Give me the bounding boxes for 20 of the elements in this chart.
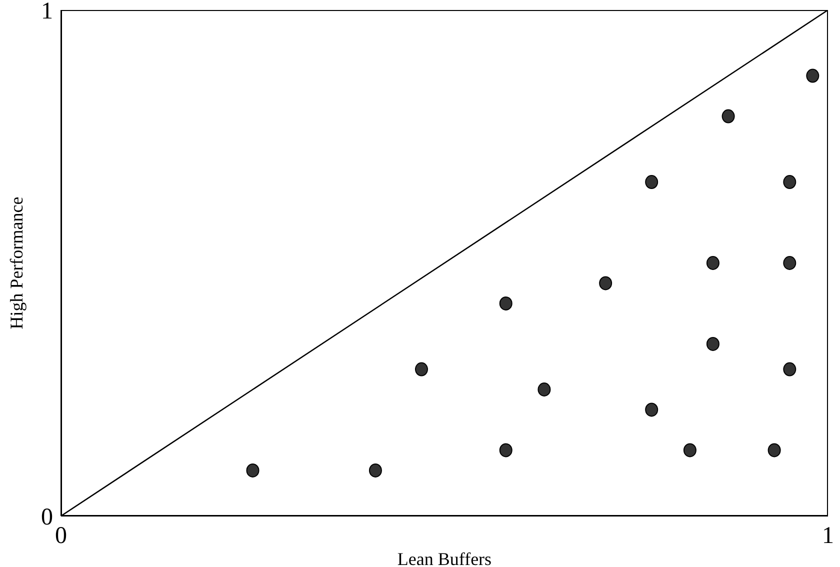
point bbox=[783, 362, 796, 376]
point bbox=[645, 402, 658, 417]
point bbox=[683, 443, 696, 458]
point bbox=[768, 443, 781, 458]
point bbox=[599, 276, 612, 290]
point bbox=[645, 175, 658, 190]
point bbox=[706, 336, 720, 351]
point bbox=[414, 362, 428, 376]
point bbox=[499, 443, 512, 458]
point bbox=[806, 68, 820, 83]
point bbox=[538, 382, 551, 396]
point bbox=[368, 463, 382, 478]
point bbox=[783, 175, 796, 190]
point bbox=[499, 296, 512, 310]
point bbox=[722, 109, 735, 124]
point bbox=[246, 463, 260, 478]
x-axis-title: Lean Buffers bbox=[397, 549, 492, 567]
point bbox=[706, 256, 720, 270]
point bbox=[783, 256, 796, 270]
y-axis-title: High Performance bbox=[6, 196, 26, 330]
